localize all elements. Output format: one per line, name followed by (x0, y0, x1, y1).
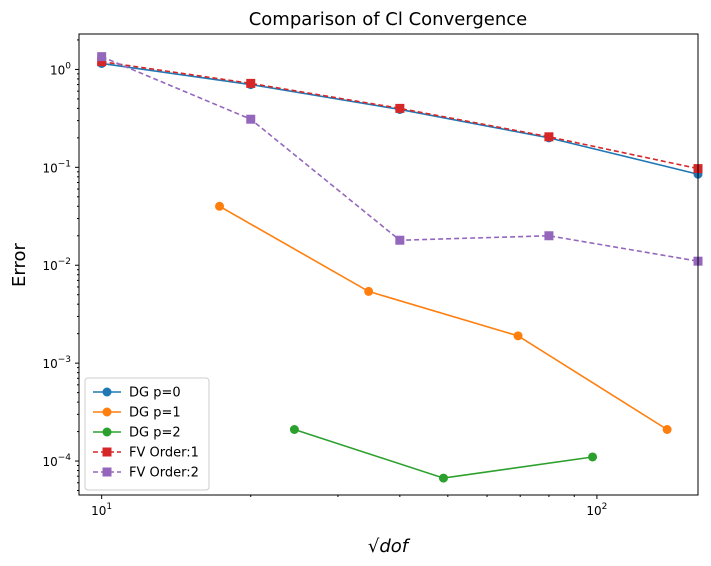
series-fv-order-1 (97, 57, 703, 174)
axes-frame (78, 33, 699, 496)
data-point-marker (97, 57, 107, 67)
legend-item: DG p=2 (93, 426, 181, 441)
data-point-marker (438, 473, 448, 483)
series-line (101, 60, 699, 170)
y-tick-label: 10−3 (42, 355, 71, 371)
data-point-marker (215, 201, 225, 211)
data-point-marker (364, 286, 374, 296)
x-tick-label: 101 (91, 502, 112, 518)
series-dg-p-2 (289, 424, 598, 483)
legend-marker (102, 387, 112, 397)
legend-marker (102, 467, 112, 477)
legend-label: DG p=0 (129, 386, 181, 401)
legend-frame (84, 377, 210, 491)
legend-marker (102, 407, 112, 417)
x-tick-label: 102 (586, 502, 607, 518)
legend-label: DG p=1 (129, 406, 181, 421)
legend-item: FV Order:2 (93, 466, 199, 481)
axis-ticks: 101 102 10−4 10−3 10−2 10−1 100 (42, 39, 607, 518)
y-tick-label: 10−1 (42, 159, 71, 175)
series-dg-p-1 (215, 201, 672, 434)
legend-marker (102, 447, 112, 457)
legend-item: DG p=0 (93, 386, 181, 401)
data-point-marker (544, 231, 554, 241)
legend-label: FV Order:2 (129, 466, 199, 481)
chart-title: Comparison of Cl Convergence (249, 9, 528, 30)
legend-marker (102, 427, 112, 437)
legend: DG p=0 DG p=1 DG p=2 FV Order:1 FV Order:2 (84, 377, 210, 491)
y-tick-label: 100 (50, 61, 71, 77)
data-point-marker (395, 103, 405, 113)
data-point-marker (246, 78, 256, 88)
series-line (101, 62, 699, 176)
series-line (219, 205, 668, 431)
legend-label: FV Order:1 (129, 446, 199, 461)
data-point-marker (395, 235, 405, 245)
plot-area (97, 52, 703, 483)
data-point-marker (588, 452, 598, 462)
legend-item: DG p=1 (93, 406, 181, 421)
series-fv-order-2 (97, 52, 703, 266)
data-point-marker (544, 132, 554, 142)
data-point-marker (97, 52, 107, 62)
series-line (294, 428, 593, 479)
legend-item: FV Order:1 (93, 446, 199, 461)
data-point-marker (662, 424, 672, 434)
series-line (101, 55, 699, 262)
y-axis-label: Error (9, 242, 30, 286)
y-tick-label: 10−4 (42, 453, 71, 469)
legend-label: DG p=2 (129, 426, 181, 441)
data-point-marker (246, 114, 256, 124)
y-tick-label: 10−2 (42, 257, 71, 273)
x-axis-label: √dof (368, 536, 411, 557)
series-dg-p-0 (97, 58, 703, 179)
data-point-marker (513, 331, 523, 341)
data-point-marker (289, 424, 299, 434)
